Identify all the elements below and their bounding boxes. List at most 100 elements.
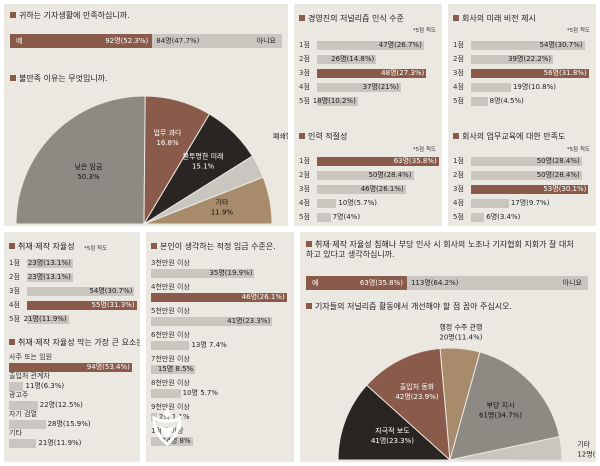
satisfaction-yes-value: 92명(52.3%) [105, 37, 149, 45]
union-yes-label: 예 [312, 279, 319, 287]
q_obstacle-row: 출입처 관계자 11명(6.3%) [9, 372, 135, 392]
q_autonomy-row-value: 54명(30.7%) [89, 287, 133, 295]
q_wage-bar [151, 365, 196, 374]
q_improve-slice-value: 12명(6.8%) [577, 449, 596, 458]
q_reason-slice-label: 폐쇄형 조직 문화 [273, 132, 288, 141]
q_vision-bar [471, 83, 511, 92]
q_vision-bar [471, 41, 585, 50]
satisfaction-title: 귀하는 기자생활에 만족하십니까. [10, 11, 130, 21]
q_staffing-bar [317, 171, 414, 180]
q_improve-slice [365, 347, 451, 462]
q_wage-bar [151, 341, 190, 350]
q_wage-row-value: 46명(26.1%) [241, 293, 285, 301]
q_autonomy-row-label: 1점 [9, 259, 20, 267]
q_wage-row: 5천만원 이상 41명(23.3%) [151, 307, 289, 327]
q_staffing-row: 1점 63명(35.8%) [299, 156, 439, 167]
q_training-row: 4점 17명(9.7%) [453, 198, 591, 209]
satisfaction-bar: 예 92명(52.3%) 84명(47.7%) 아니요 [10, 34, 282, 48]
union-bar: 예 63명(35.8%) 113명(64.2%) 아니요 [306, 276, 588, 290]
q_wage-row-value: 41명(23.3%) [227, 317, 271, 325]
q_obstacle-row: 기타 21명(11.9%) [9, 429, 135, 449]
autonomy-title: 취재·제작 자율성 [9, 242, 75, 252]
improve-title: 기자들의 저널리즘 활동에서 개선해야 할 점 꼽아 주십시오. [306, 302, 512, 312]
union-yes-value: 63명(35.8%) [359, 279, 403, 287]
q_reason-slice [15, 95, 146, 225]
q_journalism-bar [317, 55, 377, 64]
q_training-bar [471, 199, 509, 208]
q_autonomy-row-value: 55명(31.3%) [91, 301, 135, 309]
q_wage-row-value: 10명 5.7% [182, 389, 218, 397]
q_improve-slice [337, 384, 452, 461]
q_vision-row-label: 1점 [453, 41, 464, 49]
q_staffing-row: 3점 46명(26.1%) [299, 184, 437, 195]
q_improve-slice [449, 351, 561, 461]
wage-title: 본인이 생각하는 적정 임금 수준은. [151, 242, 276, 252]
q_autonomy-row-value: 23명(13.1%) [27, 259, 71, 267]
q_reason-slice-value: 50.3% [77, 173, 100, 181]
q_autonomy-row: 1점 23명(13.1%) [9, 258, 135, 269]
q_vision-row: 1점 54명(30.7%) [453, 40, 591, 51]
q_autonomy-row: 3점 54명(30.7%) [9, 286, 135, 297]
q_journalism-row-label: 5점 [299, 97, 310, 105]
q_journalism-bar [317, 69, 427, 78]
q_staffing-row-value: 10명(5.7%) [338, 199, 377, 207]
q_training-row-value: 53명(30.1%) [543, 185, 587, 193]
q_journalism-row: 2점 26명(14.8%) [299, 54, 437, 65]
q_wage-row-label: 6천만원 이상 [151, 331, 190, 339]
q_wage-bar [151, 269, 255, 278]
q_obstacle-row-value: 28명(15.9%) [47, 420, 91, 428]
q_improve-slice-label: 부당 지시 [487, 400, 515, 409]
q_obstacle-row-label: 기타 [9, 429, 22, 437]
q_vision-row-label: 2점 [453, 55, 464, 63]
q_reason-slice-label: 기타 [216, 197, 229, 206]
staffing-note: *5점 척도 [412, 147, 436, 153]
satisfaction-no-label: 아니요 [256, 37, 276, 45]
q_journalism-row: 4점 37명(21%) [299, 82, 437, 93]
q_staffing-row-label: 4점 [299, 199, 310, 207]
q_autonomy-row-value: 23명(13.1%) [27, 273, 71, 281]
q_journalism-row: 5점 18명(10.2%) [299, 96, 437, 107]
q_journalism-row: 3점 48명(27.3%) [299, 68, 437, 79]
q_training-row: 1점 50명(28.4%) [453, 156, 591, 167]
q_staffing-row-label: 1점 [299, 157, 310, 165]
q_obstacle-row-label: 사주 또는 임원 [9, 353, 53, 361]
q_autonomy-row-label: 2점 [9, 273, 20, 281]
q_reason-slice-value: 15.1% [192, 163, 215, 171]
q_training-row-label: 3점 [453, 185, 464, 193]
q_reason-slice-label: 업무 과다 [153, 128, 182, 137]
q_vision-row-value: 8명(4.5%) [489, 97, 524, 105]
q_autonomy-row-label: 4점 [9, 301, 20, 309]
union-yes-bar [306, 276, 407, 290]
q_journalism-row-value: 26명(14.8%) [331, 55, 375, 63]
q_vision-row: 3점 56명(31.8%) [453, 68, 591, 79]
q_wage-row-label: 7천만원 이상 [151, 355, 190, 363]
q_wage-row-label: 5천만원 이상 [151, 307, 190, 315]
q_obstacle-row: 사주 또는 임원 94명(53.4%) [9, 353, 135, 373]
q_obstacle-row-label: 자기 검열 [9, 410, 37, 418]
q_obstacle-row-value: 22명(12.5%) [39, 401, 83, 409]
q_obstacle-row: 광고주 22명(12.5%) [9, 391, 135, 411]
q_journalism-row-value: 18명(10.2%) [312, 97, 356, 105]
q_reason-slice-value: 11.9% [211, 208, 234, 216]
q_journalism-bar [317, 41, 424, 50]
panel-autonomy: 취재·제작 자율성 *5점 척도 1점 23명(13.1%) 2점 23명(13.1%… [4, 232, 140, 462]
q_improve-slice-value: 61명(34.7%) [479, 410, 522, 419]
vision-title: 회사의 미래 비전 제시 [453, 14, 536, 24]
panel-vision: 회사의 미래 비전 제시 *5점 척도 1점 54명(30.7%) 2점 39명(22… [448, 4, 596, 226]
q_wage-bar [151, 389, 181, 398]
journalism-title: 경영진의 저널리즘 인식 수준 [299, 14, 404, 24]
q_staffing-row-label: 3점 [299, 185, 310, 193]
q_obstacle-bar [9, 401, 38, 410]
q_staffing-row-value: 7명(4%) [332, 213, 361, 221]
panel-satisfaction: 귀하는 기자생활에 만족하십니까. 예 92명(52.3%) 84명(47.7%… [4, 4, 288, 226]
reason-pie-chart: 낮은 임금 50.3% 업무 과다 16.8% 불투명한 미래 15.1% 폐쇄형 조직 문… [15, 95, 288, 226]
journalism-note: *5점 척도 [412, 28, 436, 34]
q_journalism-row-value: 37명(21%) [362, 83, 399, 91]
panel-wage: 본인이 생각하는 적정 임금 수준은. 3천만원 이상 35명(19.9%) 4천만… [146, 232, 294, 462]
q_wage-bar [151, 317, 273, 326]
q_staffing-row: 5점 7명(4%) [299, 212, 437, 223]
staffing-title: 인력 적절성 [299, 132, 347, 142]
q_staffing-row-label: 2점 [299, 171, 310, 179]
q_wage-row-value: 13명 7.4% [191, 341, 227, 349]
